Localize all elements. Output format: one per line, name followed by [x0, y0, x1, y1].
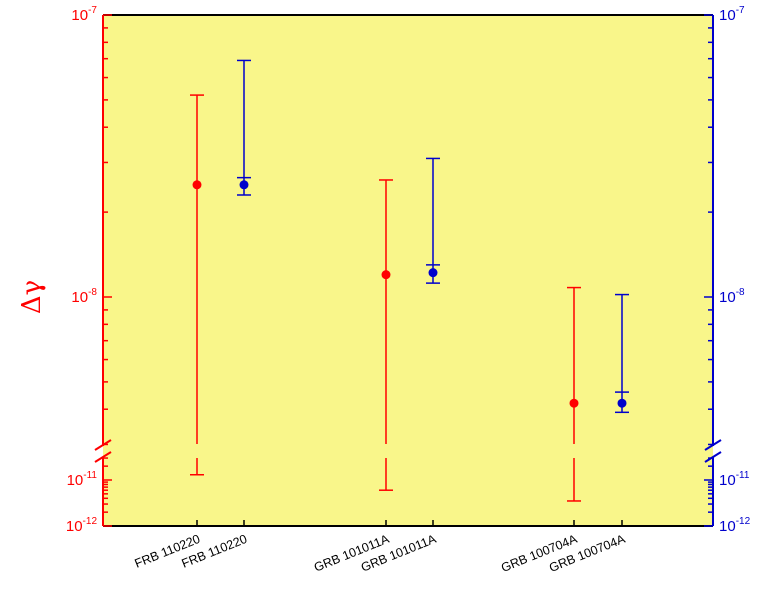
data-point [239, 180, 249, 190]
right-tick-label: 10-11 [719, 470, 750, 489]
right-axis-break-mark [704, 451, 722, 463]
right-tick-label: 10-8 [719, 287, 745, 306]
left-tick-label: 10-7 [71, 5, 97, 24]
y-axis-label: Δγ [17, 280, 47, 314]
left-axis-break-mark [94, 451, 112, 463]
left-tick-label: 10-11 [67, 470, 98, 489]
data-point [428, 268, 438, 278]
data-point [381, 270, 391, 280]
data-point [617, 398, 627, 408]
data-point [192, 180, 202, 190]
plot-background [103, 15, 713, 526]
right-tick-label: 10-7 [719, 5, 745, 24]
right-tick-label: 10-12 [719, 516, 751, 535]
left-tick-label: 10-12 [66, 516, 98, 535]
left-tick-label: 10-8 [71, 287, 97, 306]
data-point [569, 398, 579, 408]
